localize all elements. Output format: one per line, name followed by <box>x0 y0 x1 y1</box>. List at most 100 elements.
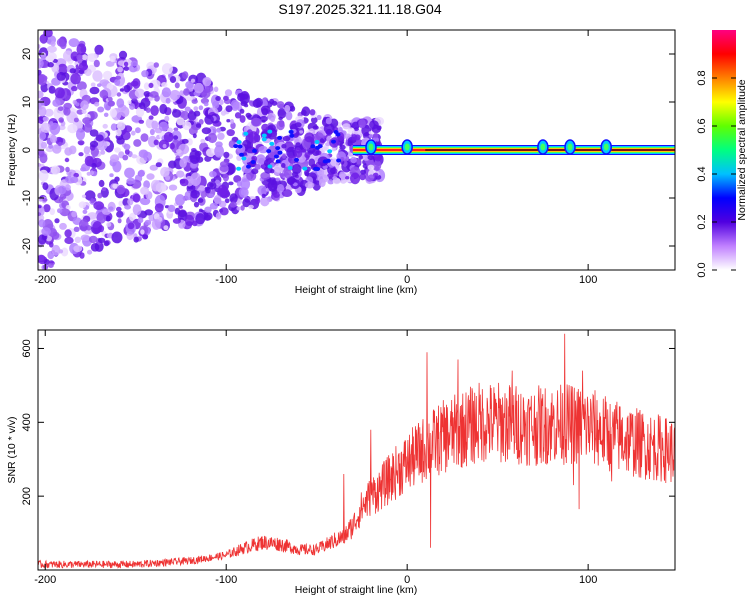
heatmap-cell <box>281 163 286 168</box>
heatmap-cell <box>96 212 107 224</box>
heatmap-cell <box>77 140 85 146</box>
heatmap-cell <box>356 158 362 165</box>
heatmap-cell <box>342 123 351 130</box>
heatmap-cell <box>165 175 171 181</box>
heatmap-cell <box>45 55 55 62</box>
heatmap-cell <box>289 133 295 138</box>
heatmap-cell <box>123 66 130 71</box>
heatmap-cell <box>169 76 177 83</box>
heatmap-cell <box>102 123 108 129</box>
heatmap-cell <box>285 111 293 121</box>
heatmap-cell <box>78 152 84 157</box>
heatmap-cell <box>103 112 109 118</box>
heatmap-cell <box>135 106 145 118</box>
heatmap-cell <box>38 90 44 99</box>
heatmap-cell <box>80 100 89 111</box>
heatmap-cell <box>133 236 139 243</box>
heatmap-cell <box>56 71 66 81</box>
heatmap-cell <box>287 176 296 185</box>
snr-x-ticks: -200 -100 0 100 <box>34 330 597 586</box>
heatmap-cell <box>331 146 336 152</box>
heatmap-cell <box>215 212 222 220</box>
heatmap-cell <box>163 225 169 231</box>
heatmap-cell <box>205 84 214 92</box>
heatmap-cell <box>73 245 83 253</box>
heatmap-cell <box>84 155 94 167</box>
heatmap-cell <box>126 177 136 185</box>
heatmap-cell <box>240 205 245 211</box>
y-tick-label: 200 <box>21 487 33 505</box>
spectrogram-y-ticks: -20 -10 0 10 20 <box>21 48 675 254</box>
heatmap-cell <box>367 155 375 161</box>
heatmap-cell <box>50 41 56 47</box>
spectrogram-heatmap <box>38 30 386 270</box>
heatmap-cell <box>82 209 88 214</box>
heatmap-cell <box>310 144 316 149</box>
heatmap-cell <box>38 162 42 167</box>
heatmap-cell <box>149 128 155 136</box>
heatmap-cell <box>236 140 242 145</box>
heatmap-cell <box>38 264 41 270</box>
heatmap-cell <box>193 82 204 94</box>
heatmap-cell <box>64 236 74 245</box>
heatmap-cell <box>373 132 379 139</box>
heatmap-cell <box>255 154 266 166</box>
heatmap-cell <box>38 219 46 228</box>
heatmap-cell <box>44 108 54 117</box>
heatmap-cell <box>301 106 311 117</box>
heatmap-cell <box>83 146 91 155</box>
heatmap-cell <box>123 84 131 93</box>
heatmap-cell <box>102 208 111 215</box>
heatmap-cell <box>138 149 149 158</box>
heatmap-cell <box>277 108 287 119</box>
heatmap-cell <box>305 181 315 189</box>
heatmap-cell <box>50 165 61 175</box>
spectrogram-x-ticks: -200 -100 0 100 <box>34 30 597 286</box>
heatmap-cell <box>179 158 187 168</box>
heatmap-cell <box>154 203 164 213</box>
x-tick-label: -200 <box>34 574 56 586</box>
heatmap-cell <box>267 129 273 134</box>
heatmap-cell <box>90 243 100 252</box>
heatmap-cell <box>76 43 87 56</box>
heatmap-cell <box>90 82 96 87</box>
heatmap-cell <box>137 217 144 224</box>
heatmap-cell <box>237 93 246 102</box>
heatmap-cell <box>110 123 118 131</box>
heatmap-cell <box>197 198 204 203</box>
heatmap-cell <box>261 133 267 138</box>
heatmap-cell <box>116 121 126 131</box>
heatmap-cell <box>226 129 235 137</box>
heatmap-cell <box>49 241 54 248</box>
heatmap-cell <box>109 55 116 63</box>
heatmap-cell <box>360 169 366 175</box>
heatmap-cell <box>40 141 48 149</box>
heatmap-cell <box>80 234 90 242</box>
heatmap-cell <box>172 109 182 118</box>
heatmap-cell <box>114 78 121 86</box>
heatmap-cell <box>329 118 339 128</box>
y-tick-label: -10 <box>21 190 33 206</box>
heatmap-cell <box>75 102 80 107</box>
heatmap-cell <box>48 85 56 94</box>
heatmap-cell <box>140 186 150 195</box>
heatmap-cell <box>91 162 97 169</box>
heatmap-cell <box>116 98 125 108</box>
heatmap-cell <box>302 166 308 171</box>
heatmap-cell <box>49 208 55 216</box>
heatmap-cell <box>295 142 301 147</box>
heatmap-cell <box>78 219 89 232</box>
heatmap-cell <box>49 122 61 135</box>
snr-x-label: Height of straight line (km) <box>295 584 418 596</box>
colorbar-tick-label: 0.2 <box>696 214 708 229</box>
heatmap-cell <box>48 263 54 268</box>
heatmap-cell <box>83 123 93 133</box>
heatmap-cell <box>96 83 102 88</box>
heatmap-cell <box>70 73 81 85</box>
heatmap-cell <box>374 165 380 171</box>
snr-frame <box>37 329 676 571</box>
heatmap-cell <box>179 90 184 96</box>
heatmap-cell <box>192 133 197 139</box>
heatmap-cell <box>257 185 267 196</box>
heatmap-cell <box>273 192 280 198</box>
